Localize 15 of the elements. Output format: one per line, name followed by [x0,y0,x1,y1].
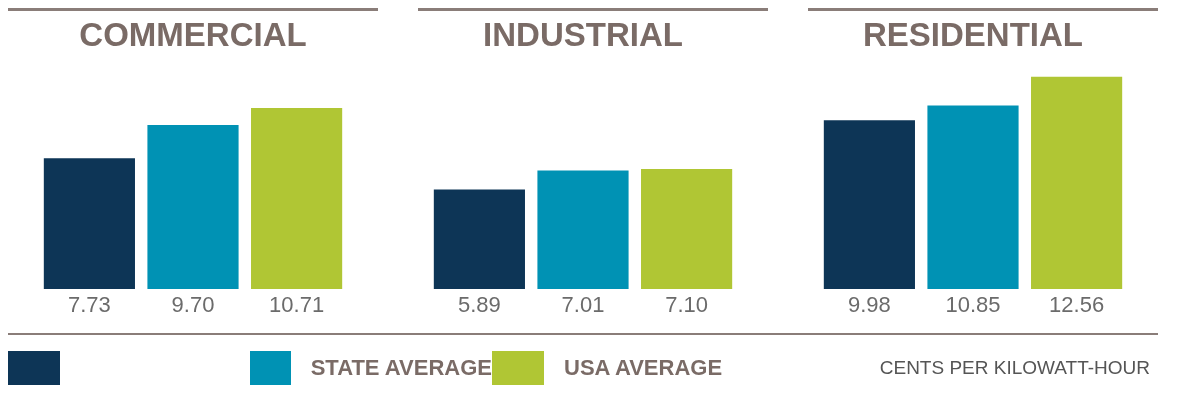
chart-title: COMMERCIAL [79,15,307,53]
chart-title: INDUSTRIAL [483,15,683,53]
chart-title: RESIDENTIAL [862,15,1084,53]
data-label: 10.85 [945,292,1001,318]
data-label: 9.70 [171,292,215,318]
data-label: 7.01 [561,292,605,318]
data-label: 10.71 [269,292,325,318]
legend-label: USA AVERAGE [564,355,723,381]
data-label: 12.56 [1049,292,1105,318]
legend-label: STATE AVERAGE [310,355,492,381]
data-label: 7.73 [67,292,111,318]
data-label: 9.98 [847,292,891,318]
data-label: 7.10 [665,292,709,318]
data-label: 5.89 [457,292,501,318]
text: CENTS PER KILOWATT-HOUR [879,357,1150,378]
